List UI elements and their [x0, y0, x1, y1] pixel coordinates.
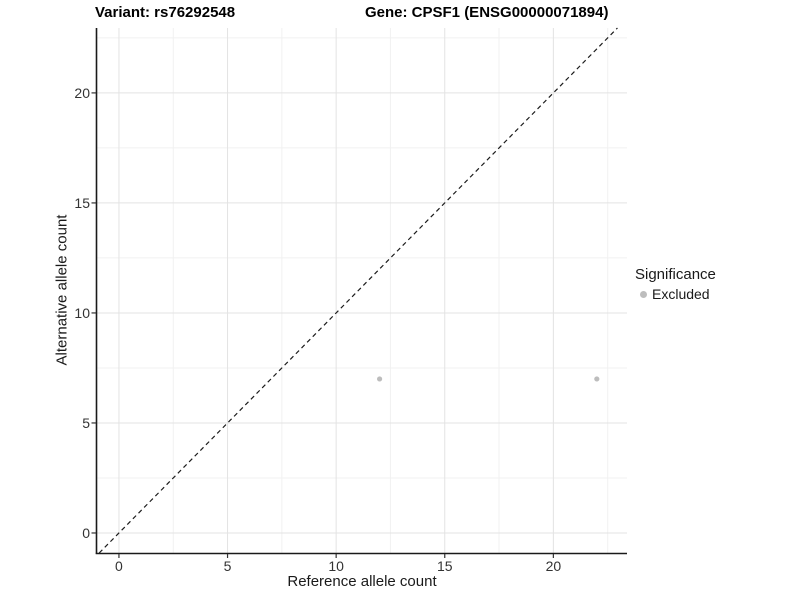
legend-title: Significance [635, 266, 716, 283]
y-tick-label: 5 [82, 414, 90, 431]
x-tick-label: 0 [115, 558, 123, 574]
legend-item-label: Excluded [652, 286, 710, 302]
y-axis-title: Alternative allele count [53, 214, 71, 366]
y-tick-label: 10 [74, 304, 90, 321]
data-point-excluded [376, 376, 383, 382]
data-point-excluded [594, 376, 600, 382]
y-tick-label: 0 [82, 524, 90, 541]
legend: Significance Excluded [635, 266, 716, 302]
x-tick-label: 10 [328, 558, 344, 574]
plot-title-variant: Variant: rs76292548 [95, 4, 236, 21]
x-tick-label: 20 [545, 558, 562, 574]
x-axis-title: Reference allele count [287, 573, 437, 590]
identity-dashed-line [98, 27, 618, 554]
plot-title-gene: Gene: CPSF1 (ENSG00000071894) [365, 4, 609, 21]
y-tick-label: 15 [74, 194, 90, 211]
legend-item-excluded: Excluded [635, 286, 716, 302]
y-tick-label: 20 [74, 84, 90, 101]
excluded-point-swatch-icon [640, 290, 647, 298]
x-tick-label: 5 [223, 558, 232, 574]
x-tick-label: 15 [436, 558, 453, 574]
